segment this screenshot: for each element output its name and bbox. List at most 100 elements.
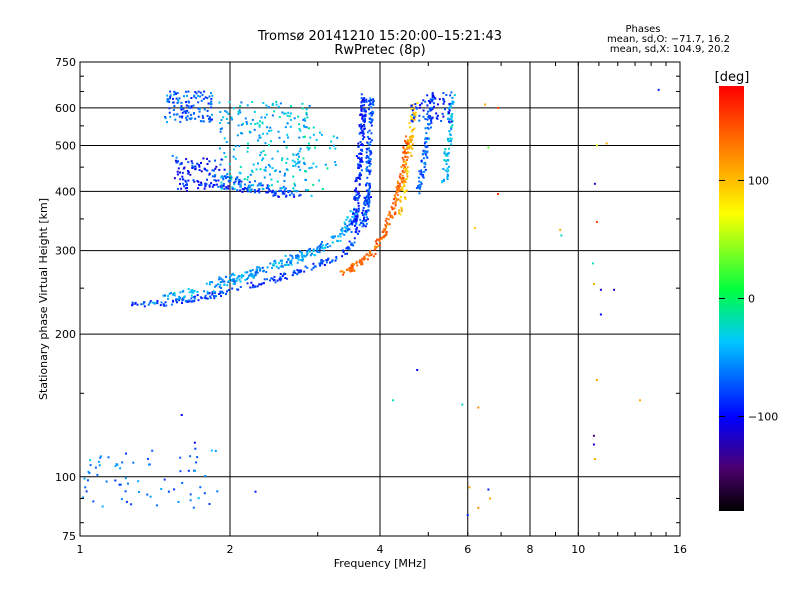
echo-point bbox=[195, 461, 198, 464]
echo-point bbox=[394, 202, 397, 205]
echo-point bbox=[130, 503, 133, 506]
echo-point bbox=[189, 455, 192, 458]
echo-point bbox=[347, 247, 350, 250]
echo-point bbox=[176, 173, 179, 176]
echo-point bbox=[216, 490, 219, 493]
echo-point bbox=[246, 278, 249, 281]
echo-point bbox=[187, 469, 190, 472]
echo-point bbox=[355, 220, 358, 223]
echo-point bbox=[185, 180, 188, 183]
echo-point bbox=[299, 250, 301, 253]
echo-point bbox=[391, 216, 394, 219]
echo-point bbox=[281, 275, 284, 277]
echo-point bbox=[225, 175, 228, 178]
echo-point bbox=[210, 449, 213, 452]
echo-point bbox=[89, 459, 92, 462]
echo-point bbox=[405, 135, 407, 138]
echo-point bbox=[404, 198, 407, 200]
echo-point bbox=[127, 482, 129, 485]
echo-point bbox=[268, 129, 270, 132]
echo-point bbox=[208, 292, 211, 295]
echo-point bbox=[370, 112, 372, 114]
echo-point bbox=[327, 258, 329, 261]
echo-point bbox=[599, 313, 602, 316]
echo-point bbox=[175, 156, 178, 159]
echo-point bbox=[292, 175, 295, 178]
echo-point bbox=[253, 191, 256, 194]
echo-point bbox=[306, 266, 309, 269]
echo-point bbox=[227, 187, 230, 190]
echo-point bbox=[260, 151, 263, 154]
echo-point bbox=[449, 106, 452, 109]
echo-point bbox=[367, 108, 370, 111]
echo-point bbox=[220, 158, 223, 161]
echo-point bbox=[446, 167, 449, 170]
echo-point bbox=[346, 216, 349, 219]
echo-point bbox=[280, 277, 283, 280]
echo-point bbox=[238, 109, 241, 112]
echo-point bbox=[340, 229, 343, 232]
echo-point bbox=[250, 184, 253, 187]
echo-point bbox=[339, 235, 342, 238]
echo-point bbox=[208, 117, 210, 120]
echo-point bbox=[368, 129, 371, 132]
echo-point bbox=[256, 184, 259, 187]
echo-point bbox=[299, 270, 302, 273]
echo-point bbox=[366, 258, 369, 261]
echo-point bbox=[362, 217, 365, 220]
echo-point bbox=[318, 251, 321, 254]
echo-point bbox=[326, 246, 329, 248]
echo-point bbox=[313, 265, 316, 268]
echo-point bbox=[252, 275, 255, 278]
echo-point bbox=[239, 185, 242, 188]
echo-point bbox=[86, 479, 89, 482]
echo-point bbox=[442, 97, 445, 100]
echo-point bbox=[355, 217, 358, 220]
echo-point bbox=[405, 178, 408, 180]
echo-point bbox=[355, 211, 358, 214]
echo-point bbox=[293, 269, 296, 272]
echo-point bbox=[448, 106, 451, 109]
echo-point bbox=[409, 126, 411, 129]
echo-point bbox=[296, 269, 299, 271]
echo-point bbox=[206, 163, 209, 165]
echo-point bbox=[248, 186, 251, 189]
echo-point bbox=[169, 90, 172, 93]
echo-point bbox=[435, 112, 438, 115]
echo-point bbox=[118, 483, 121, 486]
echo-point bbox=[354, 228, 357, 231]
echo-point bbox=[265, 271, 268, 273]
echo-point bbox=[365, 219, 368, 222]
echo-point bbox=[392, 202, 395, 205]
echo-point bbox=[431, 92, 434, 95]
echo-point bbox=[373, 248, 376, 251]
plot-grid bbox=[80, 62, 680, 536]
echo-point bbox=[497, 193, 499, 195]
echo-point bbox=[213, 175, 216, 178]
echo-point bbox=[361, 257, 364, 260]
echo-point bbox=[288, 115, 291, 118]
echo-point bbox=[268, 173, 271, 176]
echo-point bbox=[249, 122, 252, 125]
echo-point bbox=[266, 132, 269, 135]
y-tick-label: 500 bbox=[55, 139, 76, 152]
echo-point bbox=[487, 146, 490, 149]
echo-point bbox=[304, 265, 307, 268]
echo-point bbox=[325, 261, 328, 264]
echo-point bbox=[363, 97, 366, 100]
echo-point bbox=[374, 246, 377, 249]
echo-point bbox=[406, 156, 409, 159]
echo-point bbox=[172, 109, 175, 111]
echo-point bbox=[172, 300, 174, 303]
echo-point bbox=[322, 260, 325, 263]
echo-point bbox=[363, 104, 366, 107]
echo-point bbox=[351, 262, 354, 265]
echo-point bbox=[284, 264, 287, 267]
echo-point bbox=[195, 92, 198, 95]
echo-point bbox=[373, 245, 376, 248]
echo-point bbox=[304, 255, 307, 258]
echo-point bbox=[266, 278, 268, 281]
echo-point bbox=[421, 174, 424, 177]
echo-point bbox=[369, 101, 372, 104]
echo-point bbox=[364, 203, 367, 206]
